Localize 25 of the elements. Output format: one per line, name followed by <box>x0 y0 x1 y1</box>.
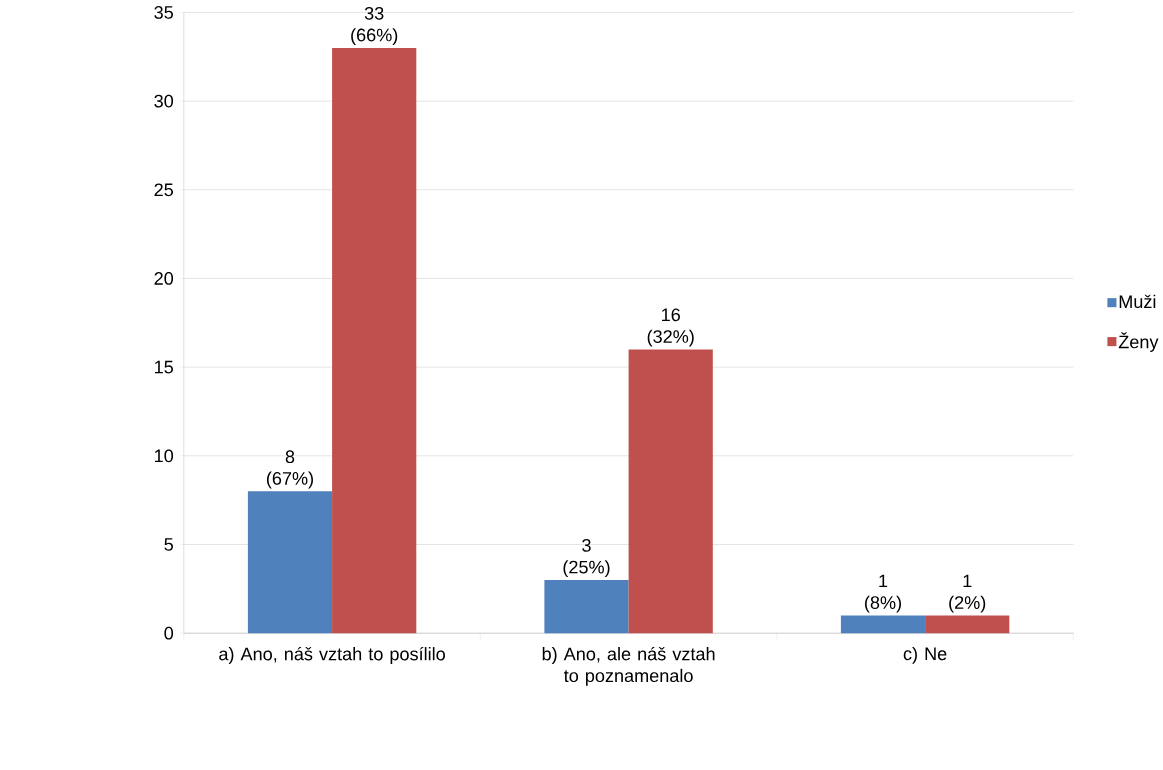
bar <box>628 349 713 634</box>
y-tick-label: 30 <box>154 94 174 108</box>
x-tick-label: a) Ano, náš vztah to posílilo <box>219 647 445 665</box>
data-label: 1 (2%) <box>949 574 986 613</box>
y-tick-label: 10 <box>155 449 174 463</box>
data-label: 33 (66%) <box>351 7 398 46</box>
data-label: 3 (25%) <box>563 539 610 578</box>
legend-label: Ženy <box>1118 332 1159 353</box>
bar <box>925 615 1010 634</box>
y-tick-label: 25 <box>154 183 174 197</box>
y-tick-label: 20 <box>154 272 174 285</box>
bar <box>840 615 926 634</box>
x-tick-label: b) Ano, ale náš vztah to poznamenalo <box>542 647 715 686</box>
data-label: 1 (8%) <box>865 574 901 613</box>
bar <box>332 48 417 634</box>
y-tick-label: 0 <box>164 626 174 640</box>
y-tick-label: 35 <box>154 6 174 19</box>
bar <box>544 580 629 634</box>
x-tick-label: c) Ne <box>903 647 947 664</box>
data-label: 8 (67%) <box>266 450 313 489</box>
y-tick-label: 5 <box>164 538 174 551</box>
legend-label: Muži <box>1119 294 1156 309</box>
bar <box>247 491 333 634</box>
data-label: 16 (32%) <box>647 308 694 347</box>
y-tick-label: 15 <box>155 360 174 374</box>
